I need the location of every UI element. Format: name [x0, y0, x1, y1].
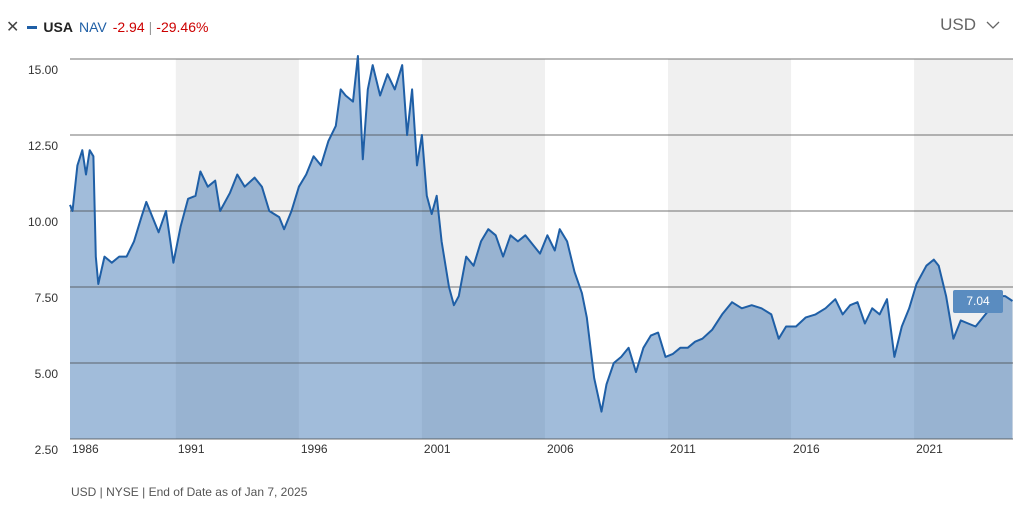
- y-tick-label: 12.50: [28, 139, 58, 153]
- currency-select[interactable]: USD: [940, 15, 1000, 35]
- x-tick-label: 1986: [72, 442, 99, 456]
- last-value-label: 7.04: [966, 294, 990, 308]
- last-value-box: [953, 289, 1003, 313]
- separator: |: [148, 19, 153, 35]
- legend-swatch: [27, 25, 38, 29]
- close-button[interactable]: ✕: [6, 19, 20, 36]
- x-tick-label: 2016: [793, 442, 820, 456]
- x-tick-label: 2006: [547, 442, 574, 456]
- measure: NAV: [78, 19, 107, 35]
- currency: USD: [940, 15, 976, 34]
- x-tick-label: 1996: [301, 442, 328, 456]
- change-pct: -29.46%: [156, 19, 209, 35]
- x-tick-label: 1991: [178, 442, 205, 456]
- legend-label: USA: [43, 19, 73, 35]
- chart: 2.50 5.00 7.50 10.00 12.50 15.00 1986 1991 1996 2…: [28, 55, 1014, 457]
- band: [667, 59, 792, 439]
- footnote: USD | NYSE | End of Date as of Jan 7, 20…: [71, 485, 308, 499]
- y-tick-label: 7.50: [35, 291, 59, 305]
- x-tick-label: 2001: [424, 442, 451, 456]
- y-tick-label: 2.50: [35, 443, 59, 457]
- header: ✕ USA NAV -2.94 | -29.46%: [6, 17, 214, 37]
- x-tick-label: 2021: [916, 442, 943, 456]
- y-tick-label: 5.00: [35, 367, 59, 381]
- band: [175, 59, 299, 439]
- chevron: [986, 21, 1000, 29]
- band: [914, 59, 1013, 439]
- change: -2.94: [112, 19, 145, 35]
- area: [70, 56, 1013, 439]
- x-tick-label: 2011: [670, 442, 696, 456]
- y-tick-label: 15.00: [28, 63, 58, 77]
- line: [69, 55, 1014, 413]
- y-tick-label: 10.00: [28, 215, 58, 229]
